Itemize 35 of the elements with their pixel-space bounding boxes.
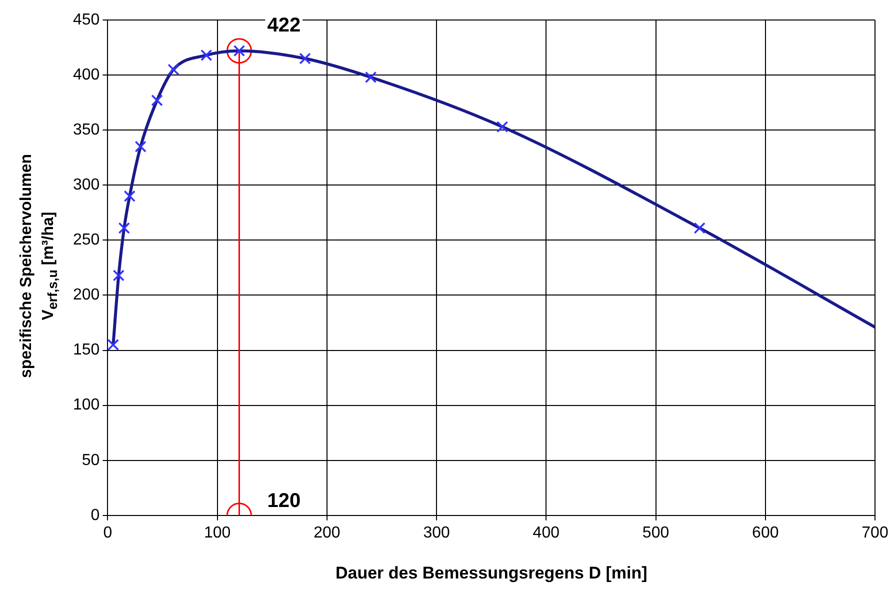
y-tick-label: 250 [72, 232, 100, 249]
y-tick-label: 450 [72, 11, 100, 28]
point [112, 270, 125, 282]
point [226, 38, 252, 64]
point [124, 190, 136, 202]
y-tick-label: 350 [72, 121, 100, 138]
x-axis-title: Dauer des Bemessungsregens D [min] [335, 563, 648, 582]
point [496, 120, 508, 133]
y-tick-label: 50 [82, 452, 100, 469]
y-tick-label: 0 [90, 506, 100, 524]
point [168, 64, 180, 76]
x-tick-label: 300 [423, 524, 450, 542]
x-tick-label: 0 [103, 524, 112, 542]
y-tick-label: 300 [72, 176, 100, 194]
point [118, 222, 130, 234]
x-tick-label: 200 [314, 524, 340, 542]
point [108, 338, 120, 351]
x-tick-label: 600 [752, 524, 779, 542]
y-tick-label: 200 [72, 286, 100, 304]
point [694, 222, 706, 234]
point [200, 49, 212, 62]
y-tick-label: 150 [72, 342, 100, 359]
annotation: 120 [267, 490, 301, 512]
annotation: 422 [267, 14, 301, 36]
x-tick-label: 700 [862, 524, 888, 542]
line-series [112, 49, 875, 346]
x-tick-label: 400 [532, 524, 560, 542]
y-tick-label: 400 [72, 66, 100, 84]
point [151, 94, 163, 106]
x-tick-label: 500 [642, 524, 670, 542]
point [134, 140, 146, 152]
point [299, 52, 311, 64]
x-tick-label: 100 [204, 524, 231, 542]
point [364, 71, 377, 84]
y-tick-label: 100 [72, 396, 100, 414]
